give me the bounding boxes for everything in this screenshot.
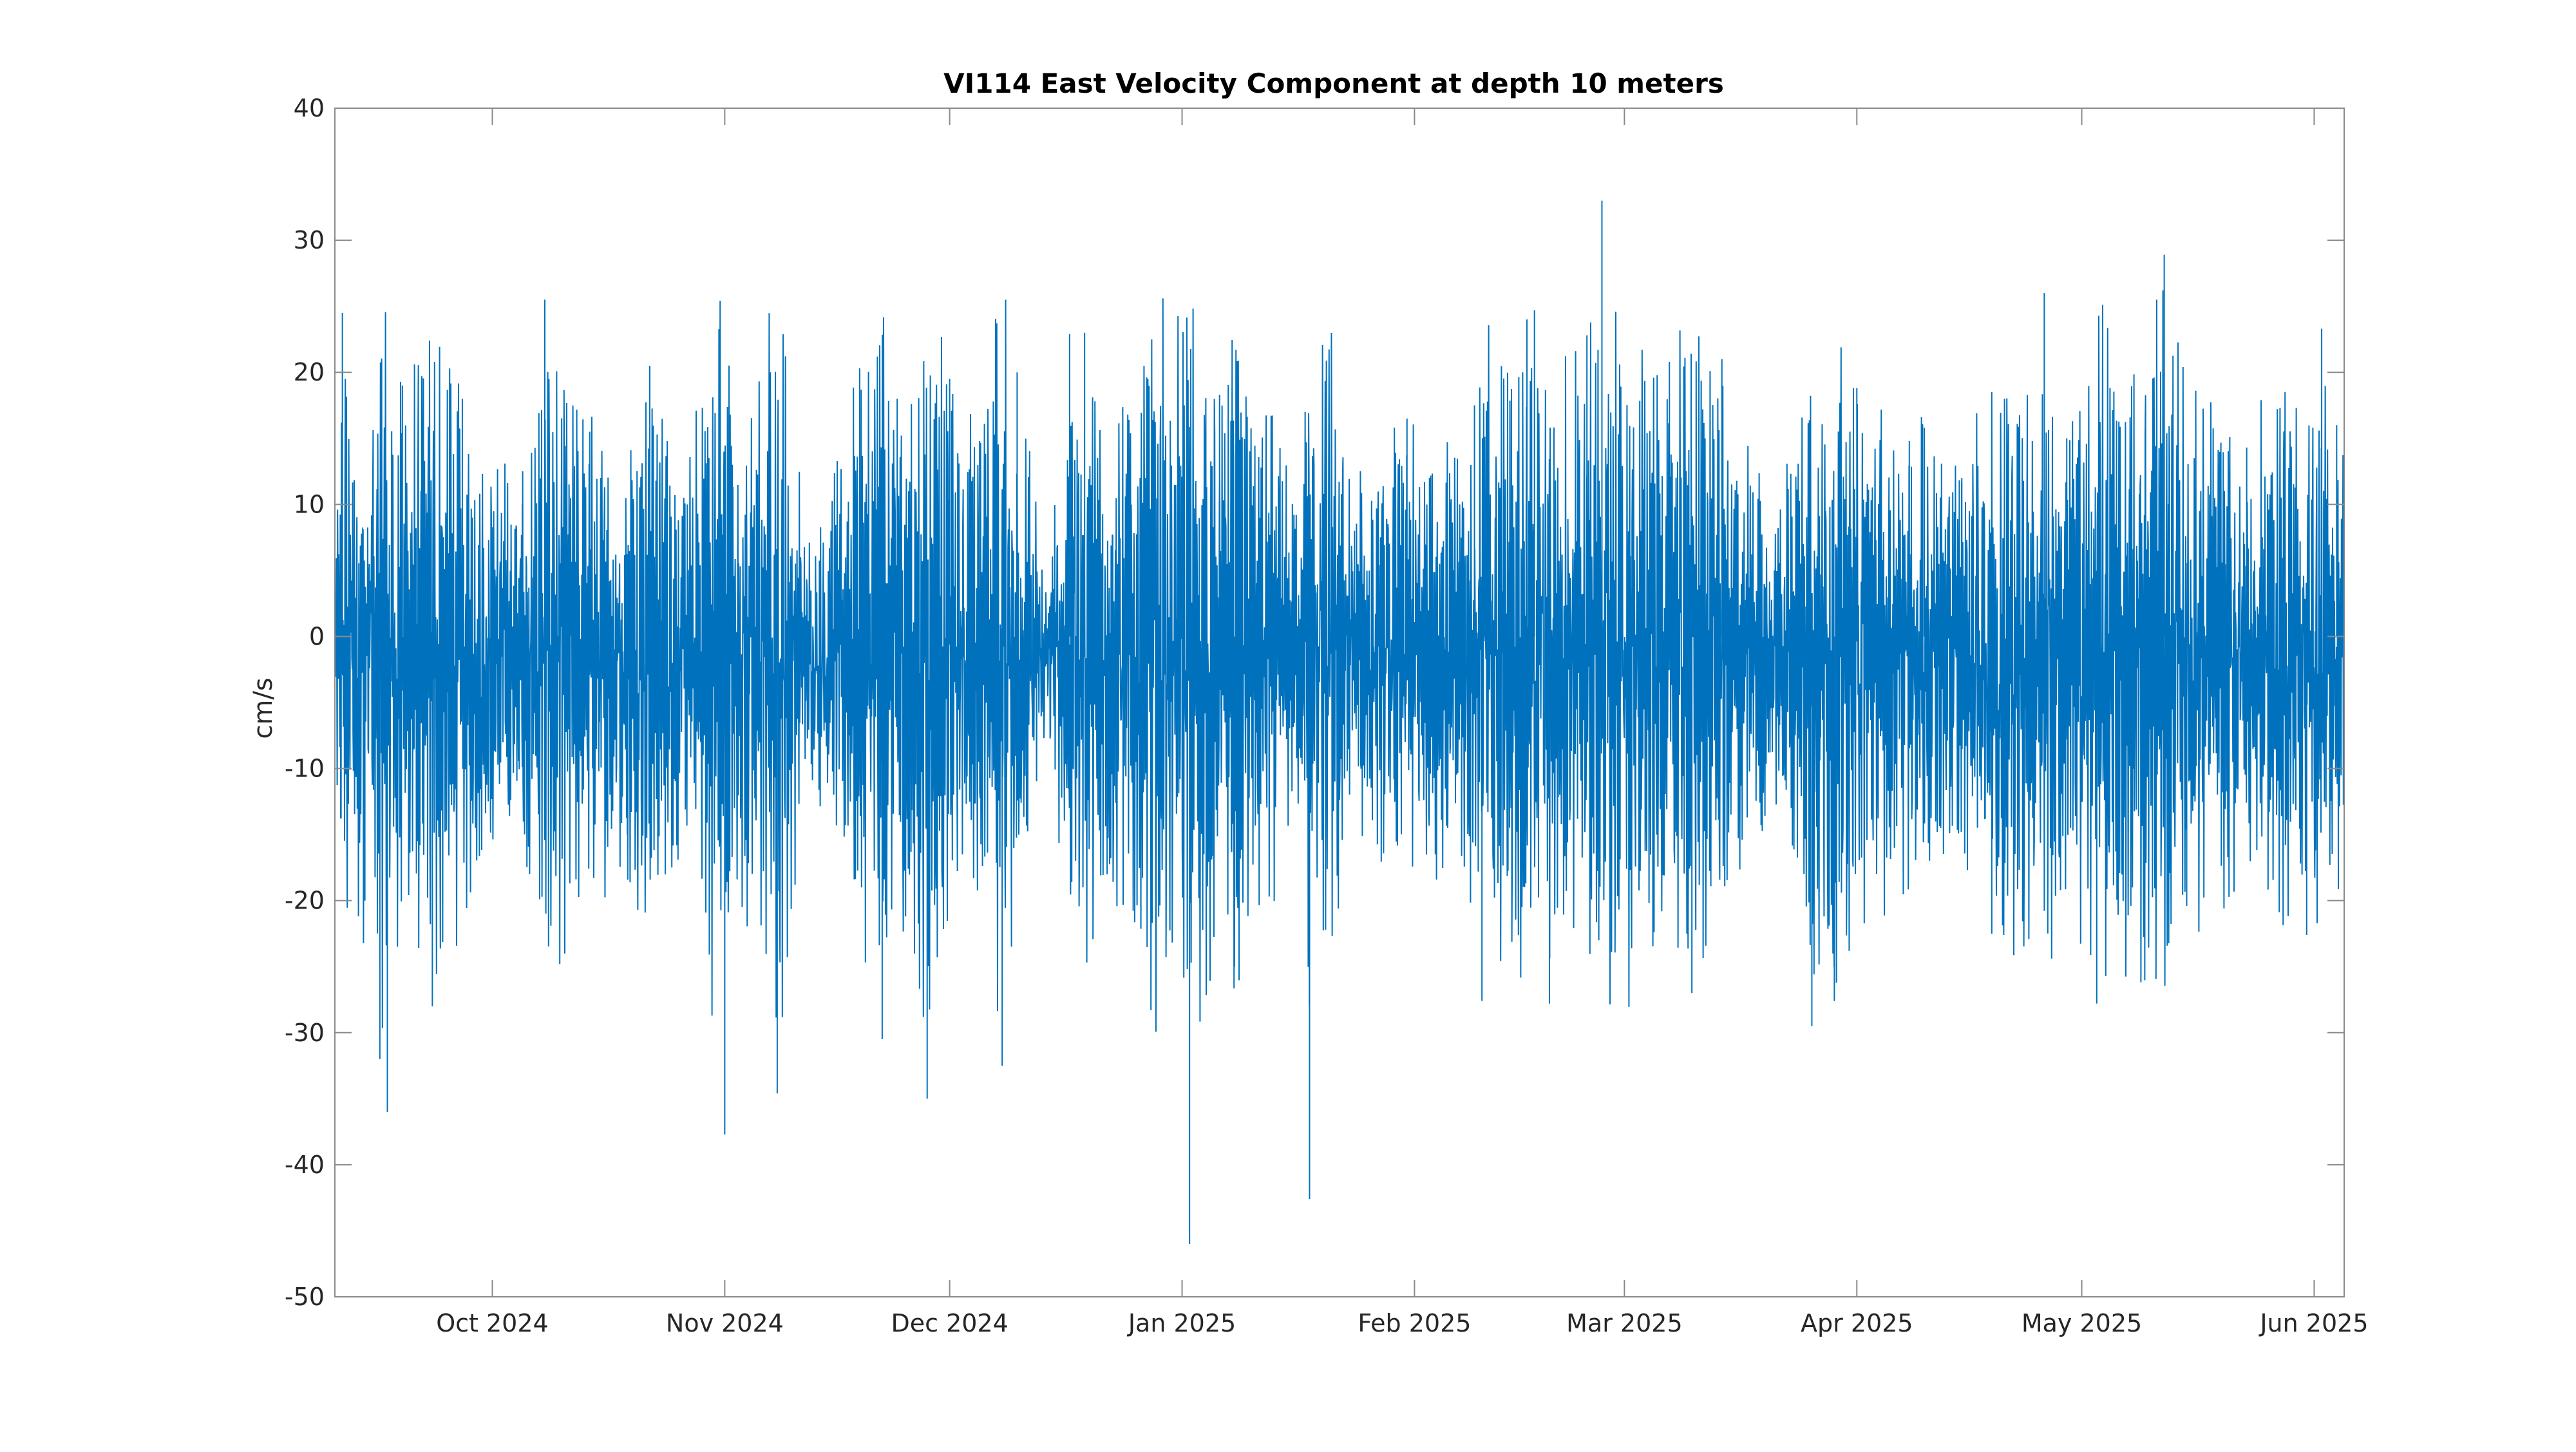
x-tick-label: Mar 2025 bbox=[1566, 1309, 1682, 1337]
y-axis-ticks: 40 30 20 10 0 -10 -20 -30 -40 -50 bbox=[285, 94, 2344, 1311]
x-tick-label: Dec 2024 bbox=[891, 1309, 1008, 1337]
y-tick-label: 20 bbox=[294, 358, 325, 386]
plot-area bbox=[334, 200, 2345, 1244]
axes-box bbox=[334, 108, 2345, 1297]
y-tick-label: 10 bbox=[294, 490, 325, 518]
velocity-trace bbox=[334, 290, 2345, 1032]
y-axis-label: cm/s bbox=[249, 677, 278, 739]
x-axis-ticks: Oct 2024 Nov 2024 Dec 2024 Jan 2025 Feb 2025… bbox=[436, 108, 2369, 1337]
x-tick-label: Nov 2024 bbox=[666, 1309, 784, 1337]
x-tick-label: May 2025 bbox=[2022, 1309, 2142, 1337]
x-tick-label: Oct 2024 bbox=[436, 1309, 549, 1337]
y-tick-label: -50 bbox=[285, 1283, 325, 1311]
chart-title: VI114 East Velocity Component at depth 1… bbox=[943, 68, 1724, 99]
y-tick-label: 40 bbox=[294, 94, 325, 122]
y-tick-label: 0 bbox=[309, 622, 325, 650]
x-tick-label: Jun 2025 bbox=[2259, 1309, 2368, 1337]
y-tick-label: 30 bbox=[294, 226, 325, 254]
y-tick-label: -10 bbox=[285, 755, 325, 783]
y-tick-label: -40 bbox=[285, 1151, 325, 1179]
y-tick-label: -20 bbox=[285, 887, 325, 915]
x-tick-label: Feb 2025 bbox=[1358, 1309, 1471, 1337]
y-tick-label: -30 bbox=[285, 1019, 325, 1047]
x-tick-label: Jan 2025 bbox=[1127, 1309, 1236, 1337]
x-tick-label: Apr 2025 bbox=[1801, 1309, 1913, 1337]
